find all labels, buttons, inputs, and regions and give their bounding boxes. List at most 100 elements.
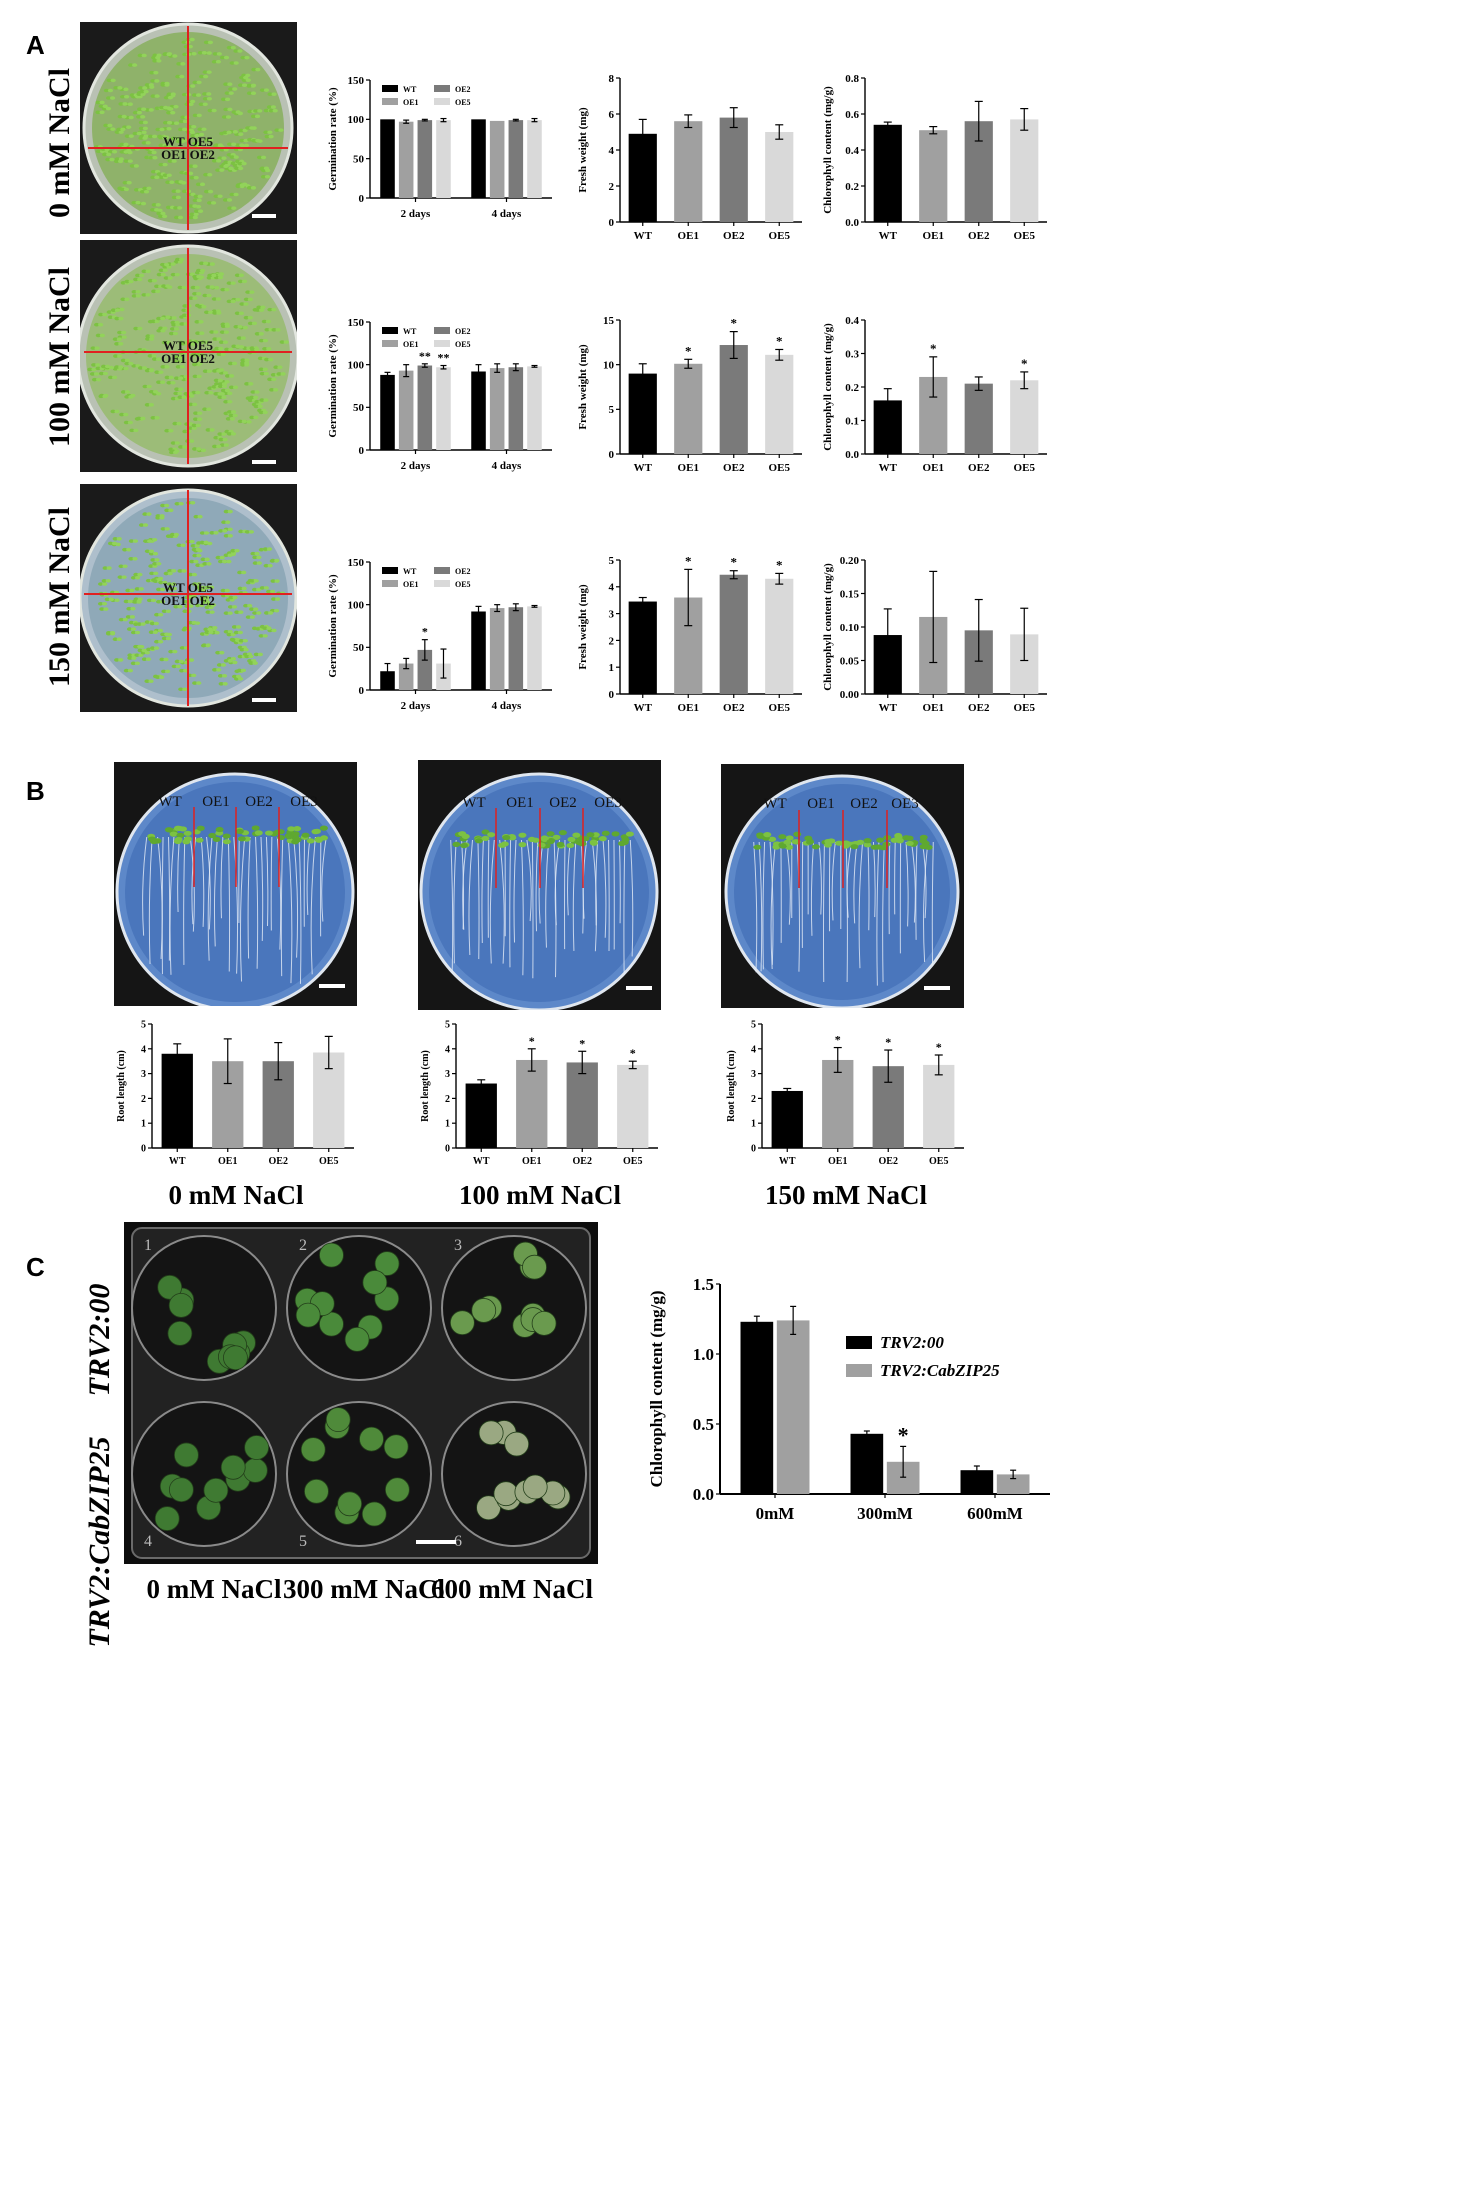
- seedling: [173, 825, 182, 831]
- y-tick-label: 4: [609, 582, 615, 594]
- seedling: [145, 293, 151, 297]
- x-tick-label: OE5: [1014, 702, 1036, 714]
- seedling: [204, 189, 210, 194]
- seedling: [199, 353, 205, 357]
- seedling: [257, 404, 263, 409]
- seedling: [874, 844, 883, 850]
- seedling: [238, 529, 244, 534]
- seedling: [254, 830, 263, 836]
- seedling: [148, 83, 154, 87]
- leaf-disc: [471, 1298, 497, 1323]
- seedling: [150, 319, 156, 324]
- seedling: [145, 334, 151, 338]
- seedling: [134, 587, 140, 591]
- seedling: [233, 192, 239, 197]
- seedling: [154, 284, 160, 289]
- seedling: [207, 627, 213, 632]
- seedling: [280, 372, 286, 376]
- seedling: [151, 357, 158, 361]
- seedling: [99, 333, 105, 338]
- seedling: [598, 836, 607, 842]
- seedling: [243, 302, 249, 306]
- seedling: [225, 115, 232, 119]
- seedling: [196, 553, 202, 558]
- bar: [919, 130, 948, 222]
- y-tick-label: 2: [751, 1094, 756, 1105]
- seedling: [230, 410, 237, 414]
- seedling: [279, 340, 285, 344]
- seedling: [149, 70, 155, 75]
- seedling: [108, 375, 114, 380]
- line-label-oe3: OE3: [891, 796, 919, 812]
- seedling: [230, 299, 236, 304]
- seedling: [201, 50, 207, 55]
- seedling: [193, 212, 199, 217]
- root: [545, 839, 550, 948]
- seedling: [152, 59, 158, 63]
- seedling: [221, 156, 227, 160]
- root: [270, 836, 273, 931]
- seedling: [277, 834, 286, 841]
- seedling: [240, 336, 246, 340]
- seedling: [179, 646, 185, 650]
- seedling: [212, 52, 218, 56]
- seedling: [124, 279, 130, 284]
- significance-marker: *: [529, 1034, 535, 1048]
- seedling: [311, 829, 320, 835]
- seedling: [123, 142, 129, 147]
- seedling: [264, 611, 270, 615]
- root: [220, 836, 224, 919]
- seedling: [224, 388, 231, 393]
- seedling: [173, 215, 180, 220]
- seedling: [217, 143, 223, 147]
- seedling: [99, 110, 105, 115]
- seedling: [167, 95, 174, 100]
- bar: [617, 1064, 649, 1148]
- root: [481, 839, 484, 943]
- leaf-disc: [493, 1481, 519, 1507]
- seedling: [144, 650, 150, 655]
- seedling: [218, 437, 224, 442]
- leaf-disc: [319, 1242, 344, 1268]
- seedling: [105, 96, 112, 100]
- seedling: [209, 330, 215, 334]
- seedling: [150, 598, 157, 603]
- bar: [471, 611, 486, 690]
- seedling: [257, 356, 264, 361]
- seedling: [120, 390, 127, 394]
- seedling: [156, 561, 162, 566]
- seedling: [137, 366, 144, 370]
- seedling: [161, 636, 168, 641]
- seedling: [238, 132, 244, 136]
- bar: [527, 120, 542, 198]
- seedling: [123, 599, 129, 604]
- seedling: [293, 826, 302, 832]
- seedling: [182, 429, 188, 434]
- y-tick-label: 50: [353, 154, 365, 166]
- seedling: [245, 126, 251, 130]
- seedling: [213, 330, 219, 334]
- seedling: [178, 376, 184, 380]
- seedling: [128, 395, 134, 399]
- seedling: [179, 74, 185, 79]
- seedling: [171, 582, 177, 586]
- seedling: [182, 687, 188, 692]
- seedling: [136, 600, 142, 604]
- seedling: [203, 531, 210, 535]
- seedling: [768, 836, 777, 842]
- seedling: [263, 371, 269, 376]
- seedling: [118, 617, 124, 622]
- seedling: [191, 673, 197, 678]
- seedling: [248, 661, 254, 665]
- seedling: [158, 612, 164, 617]
- seedling: [198, 102, 204, 107]
- seedling: [236, 336, 242, 340]
- seedling: [106, 310, 112, 314]
- significance-marker: *: [685, 553, 692, 568]
- seedling: [262, 547, 269, 551]
- seedling: [262, 626, 268, 631]
- seedling: [124, 297, 130, 302]
- seedling: [243, 603, 249, 608]
- seedling: [130, 575, 137, 580]
- root: [882, 841, 885, 983]
